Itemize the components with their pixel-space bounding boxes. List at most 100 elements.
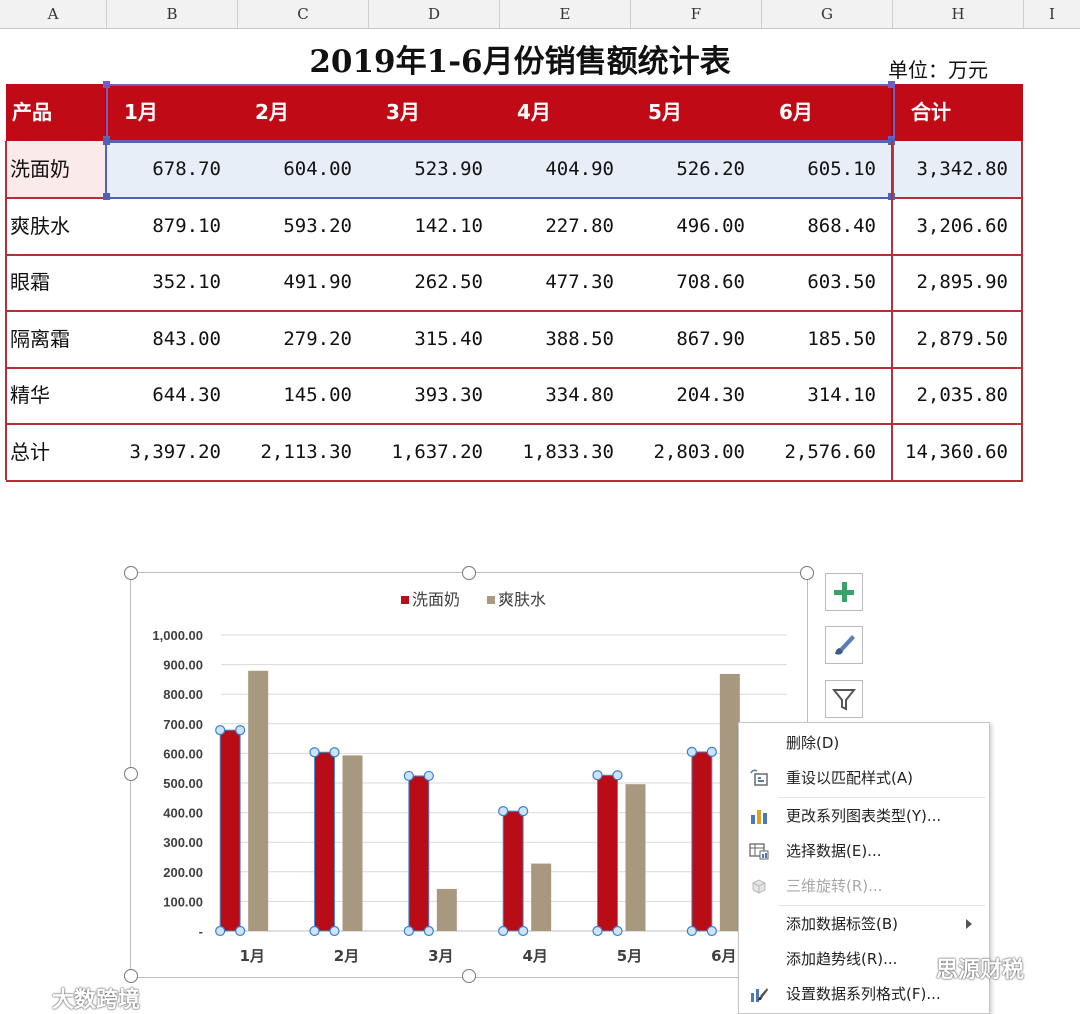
chart-resize-handle-tl[interactable] (124, 566, 138, 580)
table-cell[interactable]: 204.30 (676, 384, 745, 406)
table-cell[interactable]: 843.00 (152, 327, 221, 350)
column-header-d[interactable]: D (369, 0, 500, 28)
bar-selection-handle (215, 925, 226, 937)
header-cell-product[interactable]: 产品 (12, 100, 52, 124)
header-cell-jan[interactable]: 1月 (124, 100, 158, 124)
table-cell[interactable]: 1,637.20 (391, 440, 483, 463)
bar-selection-handle (423, 925, 434, 937)
table-cell[interactable]: 404.90 (545, 158, 614, 180)
table-cell[interactable]: 14,360.60 (905, 440, 1008, 463)
row-label-cell[interactable]: 爽肤水 (10, 213, 70, 238)
header-cell-feb[interactable]: 2月 (255, 100, 289, 124)
chart-styles-button[interactable] (825, 626, 863, 664)
header-cell-apr[interactable]: 4月 (517, 100, 551, 124)
table-cell[interactable]: 593.20 (283, 214, 352, 237)
row-label-cell[interactable]: 眼霜 (10, 270, 50, 294)
unit-label: 单位：万元 (888, 58, 988, 82)
column-header-c[interactable]: C (238, 0, 369, 28)
column-header-e[interactable]: E (500, 0, 631, 28)
chart-resize-handle-top[interactable] (462, 566, 476, 580)
table-cell[interactable]: 523.90 (414, 158, 483, 180)
table-cell[interactable]: 2,803.00 (653, 440, 745, 463)
table-cell[interactable]: 185.50 (807, 327, 876, 350)
menu-item-reset-style[interactable]: 重设以匹配样式(A) (739, 761, 989, 795)
column-header-b[interactable]: B (107, 0, 238, 28)
table-cell[interactable]: 334.80 (545, 384, 614, 406)
bar-0 (597, 775, 618, 931)
table-cell[interactable]: 393.30 (414, 384, 483, 406)
chart-resize-handle-left[interactable] (124, 767, 138, 781)
table-cell[interactable]: 879.10 (152, 214, 221, 237)
watermark-left: 大数跨境 (8, 982, 140, 1014)
table-cell[interactable]: 2,113.30 (260, 440, 352, 463)
table-cell[interactable]: 868.40 (807, 214, 876, 237)
x-tick-label: 1月 (239, 947, 264, 965)
table-cell[interactable]: 605.10 (807, 158, 876, 180)
row-label-cell[interactable]: 隔离霜 (10, 326, 70, 351)
table-cell[interactable]: 388.50 (545, 327, 614, 350)
menu-item-change-chart-type[interactable]: 更改系列图表类型(Y)... (739, 799, 989, 833)
table-cell[interactable]: 867.90 (676, 327, 745, 350)
table-cell[interactable]: 227.80 (545, 214, 614, 237)
table-cell[interactable]: 279.20 (283, 327, 352, 350)
column-header-i[interactable]: I (1049, 5, 1055, 23)
bar-selection-handle (592, 770, 603, 781)
table-cell[interactable]: 2,035.80 (916, 384, 1008, 406)
bar-1 (625, 784, 646, 931)
table-cell[interactable]: 352.10 (152, 271, 221, 293)
bar-selection-handle (329, 925, 340, 937)
bar-selection-outline (691, 751, 713, 932)
header-cell-may[interactable]: 5月 (648, 100, 682, 124)
chart-area[interactable]: - 100.00 200.00 300.00 400.00 500.00 600.00 700… (130, 572, 808, 978)
column-header-h[interactable]: H (893, 0, 1024, 28)
row-label-cell[interactable]: 精华 (10, 383, 50, 407)
table-cell[interactable]: 314.10 (807, 384, 876, 406)
wechat-icon (898, 957, 936, 982)
table-cell[interactable]: 678.70 (152, 158, 221, 180)
chart-resize-handle-bottom[interactable] (462, 969, 476, 983)
table-cell[interactable]: 145.00 (283, 384, 352, 406)
header-cell-total[interactable]: 合计 (911, 100, 951, 124)
bar-chart[interactable]: - 100.00 200.00 300.00 400.00 500.00 600.00 700… (131, 573, 807, 977)
table-cell[interactable]: 262.50 (414, 271, 483, 293)
table-cell[interactable]: 3,342.80 (916, 158, 1008, 180)
chart-resize-handle-tr[interactable] (800, 566, 814, 580)
table-cell[interactable]: 3,397.20 (129, 440, 221, 463)
column-header-f[interactable]: F (631, 0, 762, 28)
table-cell[interactable]: 315.40 (414, 327, 483, 350)
menu-item-select-data[interactable]: 选择数据(E)... (739, 834, 989, 868)
bar-selection-outline (502, 810, 524, 932)
bar-selection-handle (518, 925, 529, 937)
table-cell[interactable]: 1,833.30 (522, 440, 614, 463)
menu-item-delete[interactable]: 删除(D) (739, 726, 989, 760)
table-cell[interactable]: 3,206.60 (916, 214, 1008, 237)
table-cell[interactable]: 491.90 (283, 271, 352, 293)
header-cell-jun[interactable]: 6月 (779, 100, 813, 124)
menu-item-label: 更改系列图表类型(Y)... (786, 807, 942, 825)
table-cell[interactable]: 477.30 (545, 271, 614, 293)
bar-selection-handle (612, 925, 623, 937)
table-cell[interactable]: 708.60 (676, 271, 745, 293)
menu-item-format-data-series[interactable]: 设置数据系列格式(F)... (739, 977, 989, 1011)
table-cell[interactable]: 2,879.50 (916, 327, 1008, 350)
row-label-cell[interactable]: 洗面奶 (10, 157, 70, 181)
table-cell[interactable]: 526.20 (676, 158, 745, 180)
table-cell[interactable]: 496.00 (676, 214, 745, 237)
chart-resize-handle-bl[interactable] (124, 969, 138, 983)
table-cell[interactable]: 142.10 (414, 214, 483, 237)
row-label-cell[interactable]: 总计 (10, 439, 50, 464)
menu-item-add-trendline[interactable]: 添加趋势线(R)... (739, 942, 989, 976)
table-cell[interactable]: 2,576.60 (784, 440, 876, 463)
column-header-g[interactable]: G (762, 0, 893, 28)
table-row: 洗面奶 678.70 604.00 523.90 404.90 526.20 605.10 3… (6, 138, 1023, 200)
chart-filters-button[interactable] (825, 680, 863, 718)
bar-1 (436, 888, 457, 931)
table-cell[interactable]: 604.00 (283, 158, 352, 180)
table-cell[interactable]: 644.30 (152, 384, 221, 406)
menu-item-add-data-labels[interactable]: 添加数据标签(B) (739, 907, 989, 941)
table-cell[interactable]: 2,895.90 (916, 271, 1008, 293)
table-cell[interactable]: 603.50 (807, 271, 876, 293)
header-cell-mar[interactable]: 3月 (386, 100, 420, 124)
column-header-a[interactable]: A (0, 0, 107, 28)
chart-elements-button[interactable] (825, 573, 863, 611)
